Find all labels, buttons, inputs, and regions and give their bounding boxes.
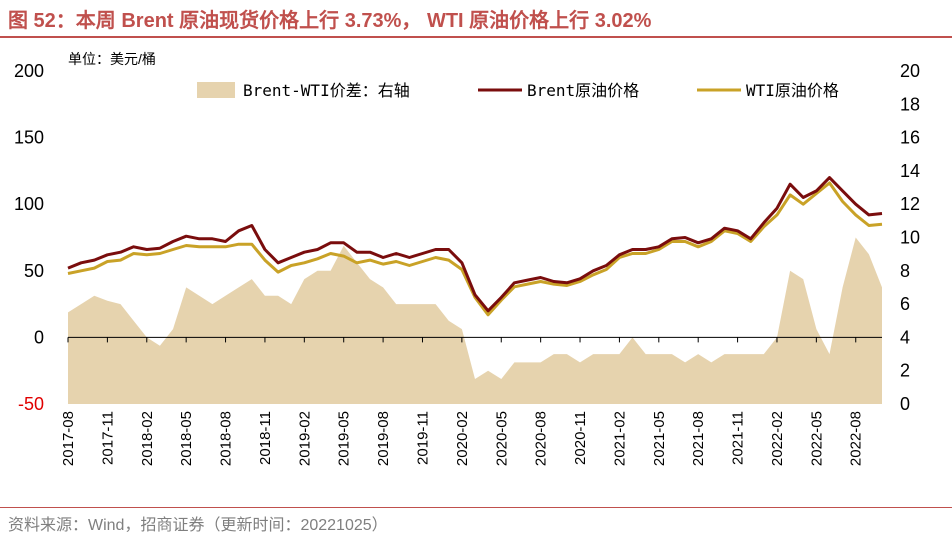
spread-area-layer [68, 237, 882, 404]
brent-price-line [67, 176, 883, 313]
y-right-tick-label: 18 [900, 94, 920, 114]
y-left-tick-label: 0 [34, 327, 44, 347]
y-right-tick-label: 4 [900, 327, 910, 347]
y-left-tick-label: 100 [14, 194, 44, 214]
y-left-tick-label: 200 [14, 61, 44, 81]
y-right-tick-label: 8 [900, 261, 910, 281]
price-line-layer [67, 176, 883, 317]
x-tick-label: 2019-02 [296, 411, 313, 466]
y-right-tick-label: 0 [900, 394, 910, 414]
x-tick-label: 2020-11 [572, 411, 589, 465]
x-tick-label: 2017-08 [60, 411, 77, 466]
y-right-tick-label: 12 [900, 194, 920, 214]
x-tick-label: 2021-11 [730, 411, 747, 465]
y-right-tick-label: 20 [900, 61, 920, 81]
x-tick-label: 2017-11 [99, 411, 116, 465]
x-tick-label: 2021-08 [690, 411, 707, 466]
y-left-tick-label: 50 [24, 261, 44, 281]
y-right-tick-label: 2 [900, 361, 910, 381]
x-tick-label: 2021-05 [651, 411, 668, 466]
y-left-tick-label: -50 [18, 394, 44, 414]
x-tick-label: 2020-05 [493, 411, 510, 466]
unit-label: 单位：美元/桶 [68, 51, 156, 67]
y-right-tick-label: 6 [900, 294, 910, 314]
title-divider [0, 36, 952, 38]
x-tick-label: 2020-08 [533, 411, 550, 466]
y-right-tick-label: 16 [900, 128, 920, 148]
x-tick-label: 2019-05 [336, 411, 353, 466]
x-tick-label: 2018-11 [257, 411, 274, 465]
legend-label-wti: WTI原油价格 [746, 81, 839, 100]
source-divider [0, 507, 952, 508]
x-tick-label: 2021-02 [611, 411, 628, 466]
y-right-tick-label: 10 [900, 228, 920, 248]
x-tick-label: 2019-11 [414, 411, 431, 465]
x-tick-label: 2018-08 [218, 411, 235, 466]
x-tick-label: 2022-05 [808, 411, 825, 466]
y-right-tick-label: 14 [900, 161, 920, 181]
axis-layer: -50 0 50 100 150 200 0 2 4 6 8 10 12 14 16 18 20 2017-08 2… [14, 61, 920, 466]
x-tick-label: 2020-02 [454, 411, 471, 466]
y-left-tick-label: 150 [14, 128, 44, 148]
legend-label-spread: Brent-WTI价差：右轴 [243, 81, 410, 100]
x-tick-label: 2022-08 [848, 411, 865, 466]
spread-area [68, 237, 882, 404]
x-tick-label: 2018-05 [178, 411, 195, 466]
source-note: 资料来源：Wind，招商证券（更新时间：20221025） [8, 517, 388, 534]
wti-price-line [67, 181, 883, 317]
legend-label-brent: Brent原油价格 [527, 81, 639, 100]
legend: Brent-WTI价差：右轴 Brent原油价格 WTI原油价格 [197, 81, 839, 100]
x-tick-label: 2019-08 [375, 411, 392, 466]
x-tick-label: 2022-02 [769, 411, 786, 466]
legend-swatch-spread [197, 82, 235, 98]
chart-title: 图 52：本周 Brent 原油现货价格上行 3.73%， WTI 原油价格上行… [8, 10, 652, 32]
x-tick-label: 2018-02 [139, 411, 156, 466]
